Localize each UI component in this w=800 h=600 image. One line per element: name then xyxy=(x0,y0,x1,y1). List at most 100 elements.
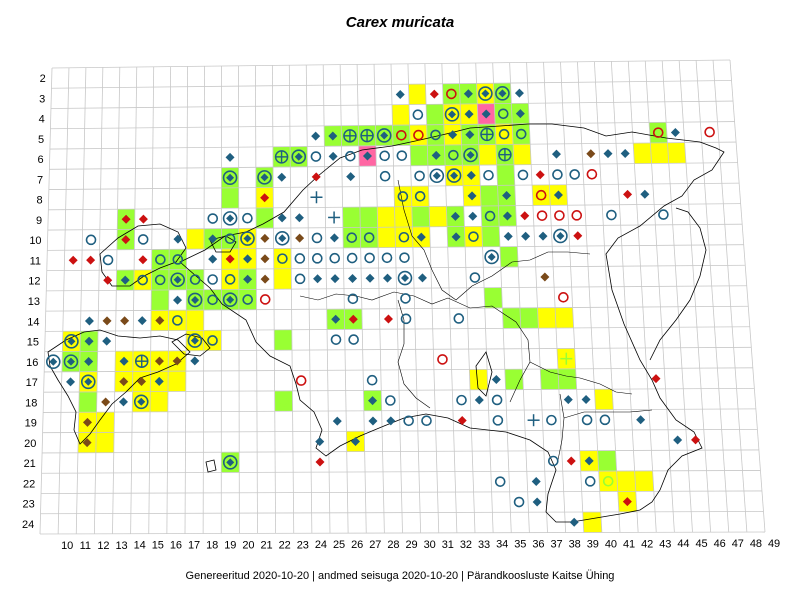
marker-circle xyxy=(346,252,358,264)
grid-line-horizontal xyxy=(40,511,764,515)
marker-circle xyxy=(414,170,425,182)
row-label: 19 xyxy=(25,418,37,430)
column-label: 33 xyxy=(478,539,490,551)
marker-diamond xyxy=(670,127,680,137)
grid-line-vertical xyxy=(271,65,277,534)
column-label: 47 xyxy=(732,538,744,550)
marker-circle xyxy=(207,294,218,306)
marker-circle xyxy=(535,189,547,201)
grid-cell-green xyxy=(342,207,361,228)
column-label: 37 xyxy=(550,539,562,551)
marker-diamond xyxy=(569,517,579,527)
marker-circle xyxy=(345,150,356,162)
marker-diamond xyxy=(467,191,477,201)
row-label: 11 xyxy=(30,255,41,267)
column-label: 10 xyxy=(61,540,73,552)
grid-cell-green xyxy=(496,164,515,186)
marker-diamond-ring xyxy=(274,230,290,246)
marker-diamond xyxy=(121,214,131,224)
grid-cell-yellow xyxy=(392,104,410,126)
marker-diamond xyxy=(120,316,130,326)
grid-cell-yellow xyxy=(221,269,239,290)
marker-diamond xyxy=(451,232,461,242)
row-label: 15 xyxy=(27,337,39,349)
kihnu-coastline xyxy=(205,459,217,473)
marker-circle xyxy=(414,191,426,202)
grid-line-vertical xyxy=(305,64,313,534)
row-label: 21 xyxy=(24,458,36,470)
column-label: 29 xyxy=(405,539,417,551)
column-label: 13 xyxy=(115,540,127,552)
column-label: 12 xyxy=(97,540,109,552)
marker-circle xyxy=(403,415,414,427)
marker-diamond xyxy=(82,438,92,448)
marker-diamond-ring xyxy=(429,168,445,184)
marker-circle xyxy=(400,313,412,325)
grid-cell-green xyxy=(151,289,169,311)
column-label: 34 xyxy=(496,539,508,551)
grid-line-horizontal xyxy=(43,408,756,413)
marker-circle xyxy=(396,150,408,161)
marker-diamond xyxy=(540,272,550,282)
grid-cell-green xyxy=(360,227,379,248)
marker-diamond xyxy=(173,295,183,305)
grid-cell-green xyxy=(426,124,445,146)
marker-diamond xyxy=(120,275,130,285)
marker-diamond xyxy=(154,376,164,386)
grid-cell-yellow xyxy=(464,226,483,247)
grid-line-vertical xyxy=(712,60,748,533)
marker-diamond xyxy=(136,376,146,386)
grid-cells xyxy=(61,83,686,533)
marker-circle xyxy=(207,335,218,346)
marker-circle xyxy=(346,232,358,243)
marker-circle xyxy=(172,254,184,265)
column-label: 35 xyxy=(514,539,526,551)
marker-circle xyxy=(483,169,494,181)
grid-line-horizontal xyxy=(48,203,741,211)
row-label: 13 xyxy=(28,296,40,308)
grid-cell-yellow xyxy=(650,142,669,164)
marker-circle xyxy=(599,414,611,426)
column-label: 44 xyxy=(677,538,689,550)
grid-lines xyxy=(39,59,766,535)
marker-diamond xyxy=(86,255,96,265)
grid-line-vertical xyxy=(475,62,494,533)
marker-diamond xyxy=(103,275,113,285)
marker-diamond xyxy=(573,231,583,241)
grid-line-horizontal xyxy=(49,162,738,170)
marker-diamond-ring xyxy=(495,86,510,101)
marker-diamond xyxy=(121,235,131,245)
lake-peipus-shore xyxy=(649,207,707,361)
marker-circle xyxy=(453,313,465,324)
marker-diamond xyxy=(329,233,339,243)
marker-diamond xyxy=(636,415,646,425)
marker-circle xyxy=(364,252,375,264)
marker-diamond xyxy=(82,417,92,427)
marker-diamond xyxy=(466,170,476,180)
marker-diamond xyxy=(514,88,524,98)
grid-line-vertical xyxy=(644,60,675,533)
marker-diamond xyxy=(84,357,94,367)
column-label: 38 xyxy=(569,539,581,551)
column-label: 25 xyxy=(333,539,345,551)
marker-diamond xyxy=(155,315,165,325)
marker-circle xyxy=(492,415,504,426)
marker-diamond xyxy=(260,254,270,264)
marker-circle xyxy=(554,210,565,221)
marker-circle xyxy=(347,293,359,305)
marker-diamond xyxy=(119,377,129,387)
grid-cell-yellow xyxy=(395,226,413,248)
grid-line-vertical xyxy=(112,67,121,534)
grid-cell-green xyxy=(540,368,559,390)
marker-diamond xyxy=(362,151,372,161)
grid-cell-green xyxy=(274,329,293,351)
marker-diamond-ring xyxy=(63,354,79,369)
marker-circle xyxy=(397,191,409,202)
column-label: 48 xyxy=(750,538,762,550)
grid-cell-yellow xyxy=(408,84,427,105)
marker-diamond xyxy=(502,191,512,201)
grid-line-vertical xyxy=(678,60,712,533)
grid-cell-yellow xyxy=(411,186,430,207)
marker-diamond xyxy=(102,336,112,346)
grid-cell-yellow xyxy=(377,206,395,228)
